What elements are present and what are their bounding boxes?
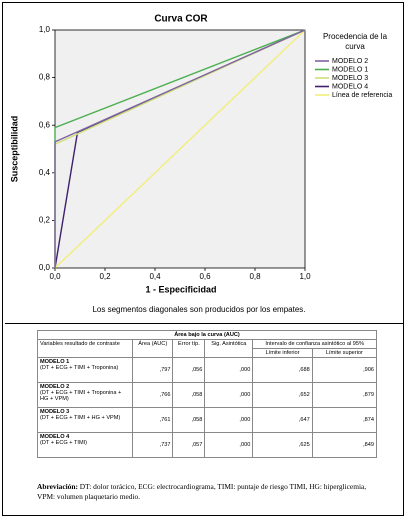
y-tick-label: 0,8 <box>39 73 51 82</box>
column-header: Variables resultado de contraste <box>37 339 133 358</box>
row-label: MODELO 3 (DT + ECG + TIMI + HG + VPM) <box>37 407 133 433</box>
x-tick-label: 0,2 <box>99 272 111 281</box>
cell: ,906 <box>311 357 378 383</box>
table: Área bajo la curva (AUC) Variables resul… <box>37 330 378 458</box>
table-row: MODELO 1 (DT + ECG + TIMI + Troponina) ,79… <box>37 357 378 383</box>
y-tick-label: 0,4 <box>39 168 51 177</box>
x-tick-label: 0,8 <box>249 272 261 281</box>
cell: ,652 <box>252 382 313 408</box>
column-header: Área (AUC) <box>131 339 174 358</box>
model-name: MODELO 4 <box>40 434 70 440</box>
cell: ,056 <box>172 357 206 383</box>
legend-title: Procedencia de la curva <box>323 32 388 51</box>
footnote: Abreviación: DT: dolor torácico, ECG: el… <box>37 482 382 502</box>
legend-label: MODELO 2 <box>332 58 368 65</box>
y-tick-label: 0,6 <box>39 120 51 129</box>
legend-title-text: Procedencia de la <box>323 32 388 41</box>
legend-label: MODELO 3 <box>332 75 368 82</box>
roc-curve <box>54 29 306 269</box>
cell: ,000 <box>204 432 254 458</box>
cell: ,761 <box>131 407 174 433</box>
figure: Curva COR 1 - Especificidad Susceptibili… <box>2 2 404 516</box>
cell: ,647 <box>252 407 313 433</box>
cell: ,797 <box>131 357 174 383</box>
cell: ,625 <box>252 432 313 458</box>
cell: ,849 <box>311 432 378 458</box>
row-label: MODELO 2 (DT + ECG + TIMI + Troponina + H… <box>37 382 133 408</box>
x-tick-label: 0,4 <box>149 272 161 281</box>
cell: ,058 <box>172 407 206 433</box>
cell: ,057 <box>172 432 206 458</box>
table-title: Área bajo la curva (AUC) <box>37 330 377 340</box>
model-detail: (DT + ECG + TIMI + Troponina) <box>40 365 119 371</box>
model-name: MODELO 3 <box>40 409 70 415</box>
cell: ,000 <box>204 382 254 408</box>
row-label: MODELO 1 (DT + ECG + TIMI + Troponina) <box>37 357 133 383</box>
x-tick-label: 1,0 <box>299 272 311 281</box>
column-header: Sig. Asintótica <box>204 339 254 358</box>
column-header: Error típ. <box>172 339 206 358</box>
cell: ,058 <box>172 382 206 408</box>
model-name: MODELO 1 <box>40 359 70 365</box>
cell: ,766 <box>131 382 174 408</box>
y-tick-label: 0,0 <box>39 263 51 272</box>
roc-curve <box>54 29 306 268</box>
legend-label: Línea de referencia <box>332 92 392 99</box>
cell: ,879 <box>311 382 378 408</box>
cell: ,688 <box>252 357 313 383</box>
cell: ,000 <box>204 407 254 433</box>
x-tick-label: 0,0 <box>49 272 61 281</box>
legend-label: MODELO 1 <box>332 66 368 73</box>
cell: ,737 <box>131 432 174 458</box>
chart-title: Curva COR <box>154 14 208 25</box>
footnote-text: DT: dolor torácico, ECG: electrocardiogr… <box>37 482 367 501</box>
table-panel: Área bajo la curva (AUC) Variables resul… <box>5 323 403 518</box>
model-detail: (DT + ECG + TIMI + Troponina + HG + VPM) <box>40 390 122 402</box>
y-tick-label: 0,2 <box>39 216 51 225</box>
x-axis-label: 1 - Especificidad <box>145 284 216 294</box>
footnote-label: Abreviación: <box>37 482 78 491</box>
legend-title-text: curva <box>345 42 365 51</box>
x-tick-label: 0,6 <box>199 272 211 281</box>
cell: ,874 <box>311 407 378 433</box>
y-axis-label: Susceptibilidad <box>9 116 19 183</box>
note: Los segmentos diagonales son producidos … <box>92 305 305 314</box>
table-row: MODELO 2 (DT + ECG + TIMI + Troponina + H… <box>37 382 378 408</box>
column-header: Límite superior <box>311 348 378 358</box>
legend-label: MODELO 4 <box>332 83 368 90</box>
legend <box>309 30 401 104</box>
model-name: MODELO 2 <box>40 384 70 390</box>
model-detail: (DT + ECG + TIMI + HG + VPM) <box>40 415 121 421</box>
table-body: MODELO 1 (DT + ECG + TIMI + Troponina) ,79… <box>37 357 378 458</box>
table-row: MODELO 4 (DT + ECG + TIMI) ,737,057,000,62… <box>37 432 378 458</box>
column-header: Límite inferior <box>252 348 313 358</box>
y-tick-label: 1,0 <box>39 25 51 34</box>
column-header: Intervalo de confianza asintótico al 95% <box>252 339 377 349</box>
chart: Curva COR 1 - Especificidad Susceptibili… <box>9 14 401 314</box>
row-label: MODELO 4 (DT + ECG + TIMI) <box>37 432 133 458</box>
model-detail: (DT + ECG + TIMI) <box>40 440 88 446</box>
cell: ,000 <box>204 357 254 383</box>
table-row: MODELO 3 (DT + ECG + TIMI + HG + VPM) ,761… <box>37 407 378 433</box>
